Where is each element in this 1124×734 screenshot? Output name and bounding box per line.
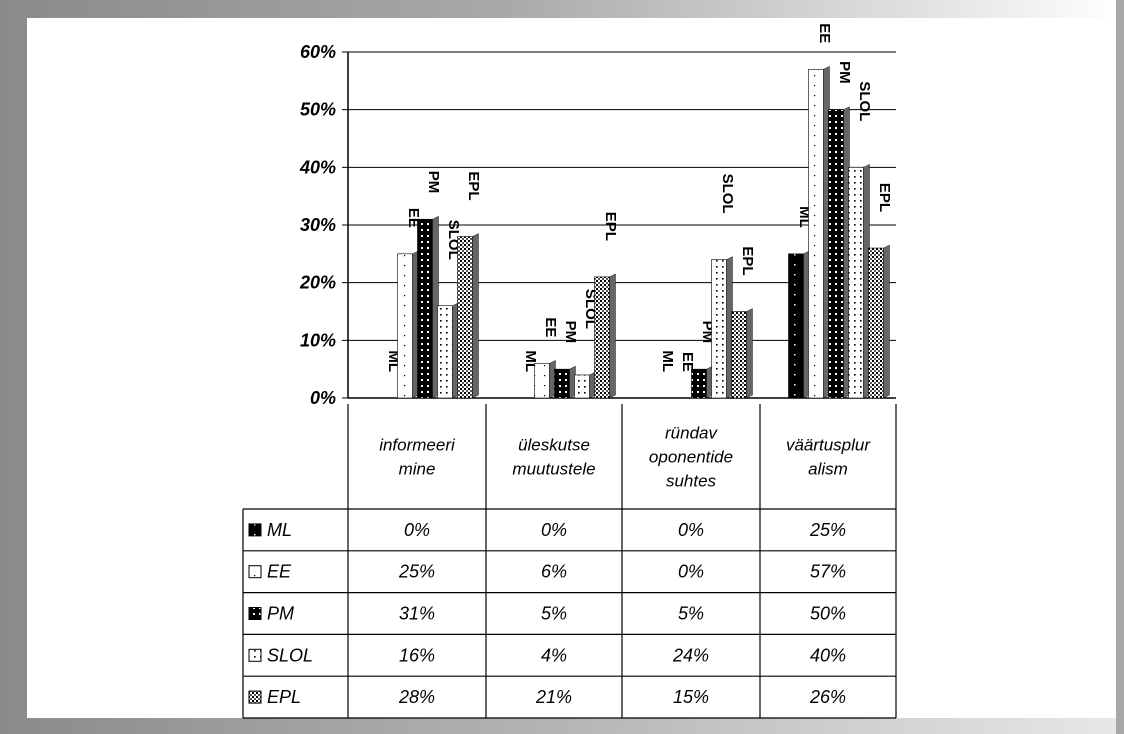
category-label: väärtusplur [786, 436, 871, 455]
bar-ml [788, 253, 804, 399]
bar-label: SLOL [856, 81, 873, 121]
table-cell-value: 15% [673, 687, 709, 707]
table-cell-value: 6% [541, 562, 567, 582]
table-cell-value: 5% [678, 604, 704, 624]
bar-side [883, 244, 890, 399]
bar-epl [868, 247, 884, 399]
y-tick-label: 20% [299, 273, 336, 293]
bar-label: PM [425, 171, 442, 194]
category-label: ründav [665, 424, 718, 443]
bar-pm [554, 368, 570, 399]
table-cell-value: 0% [678, 562, 704, 582]
bar-epl [457, 236, 473, 399]
bar-label: PM [836, 61, 853, 84]
data-table: informeeri mine üleskutse muutustele ründav o… [242, 404, 897, 719]
bar-slol [848, 167, 864, 399]
bar-label: EPL [876, 183, 893, 212]
y-tick-label: 60% [300, 42, 336, 62]
bar-pm [417, 218, 433, 399]
legend-key-slol [248, 648, 262, 662]
y-tick-label: 40% [299, 157, 336, 177]
table-cell-value: 26% [809, 687, 846, 707]
table-cell-value: 16% [399, 645, 435, 665]
table-cell-value: 0% [541, 520, 567, 540]
category-label: oponentide [649, 448, 733, 467]
bar-epl [594, 276, 610, 399]
legend-label: SLOL [267, 645, 313, 665]
bar-pm [691, 368, 707, 399]
bar-epl [731, 311, 747, 399]
table-cell-value: 28% [398, 687, 435, 707]
table-cell-value: 50% [810, 604, 846, 624]
category-label: mine [399, 460, 436, 479]
table-cell-value: 24% [672, 645, 709, 665]
legend-label: EPL [267, 687, 301, 707]
table-cell-value: 31% [399, 604, 435, 624]
category-label: üleskutse [518, 436, 590, 455]
bar-side [609, 273, 616, 399]
category-label: suhtes [666, 472, 717, 491]
bar-side [472, 233, 479, 399]
bar-ee [534, 363, 550, 399]
table-cell-value: 21% [535, 687, 572, 707]
table-cell-value: 40% [810, 645, 846, 665]
table-cell-value: 25% [809, 520, 846, 540]
category-label: informeeri [379, 436, 456, 455]
bar-label: ML [659, 350, 676, 372]
y-tick-label: 50% [300, 100, 336, 120]
bar-label: EE [679, 352, 696, 372]
legend-key-epl [248, 690, 262, 704]
legend-key-ee [248, 565, 262, 579]
category-label: alism [808, 460, 848, 479]
table-cell-value: 0% [678, 520, 704, 540]
y-tick-label: 10% [300, 330, 336, 350]
bar-label: PM [562, 321, 579, 344]
y-tick-label: 30% [300, 215, 336, 235]
table-cell-value: 0% [404, 520, 430, 540]
y-tick-label: 0% [310, 388, 336, 408]
legend-label: EE [267, 562, 292, 582]
bar-slol [711, 259, 727, 399]
bar-slol [574, 374, 590, 399]
frame-right-shadow [1116, 0, 1124, 734]
category-label: muutustele [512, 460, 595, 479]
table-cell-value: 57% [810, 562, 846, 582]
bar-label: EPL [602, 212, 619, 241]
bar-label: EE [542, 317, 559, 337]
bar-pm [828, 109, 844, 399]
bar-ee [397, 253, 413, 399]
legend-label: PM [267, 604, 294, 624]
bar-label: EPL [739, 246, 756, 275]
legend-label: ML [267, 520, 292, 540]
table-cell-value: 5% [541, 604, 567, 624]
frame-bottom-shadow [0, 718, 1124, 734]
legend-key-pm [248, 607, 262, 620]
bar-ee [808, 69, 824, 399]
bar-side [746, 308, 753, 399]
bar-slol [437, 305, 453, 399]
bar-label: EPL [465, 171, 482, 200]
bar-label: SLOL [719, 174, 736, 214]
table-cell-value: 25% [398, 562, 435, 582]
legend-key-ml [248, 523, 262, 537]
bar-label: EE [816, 23, 833, 43]
table-cell-value: 4% [541, 645, 567, 665]
